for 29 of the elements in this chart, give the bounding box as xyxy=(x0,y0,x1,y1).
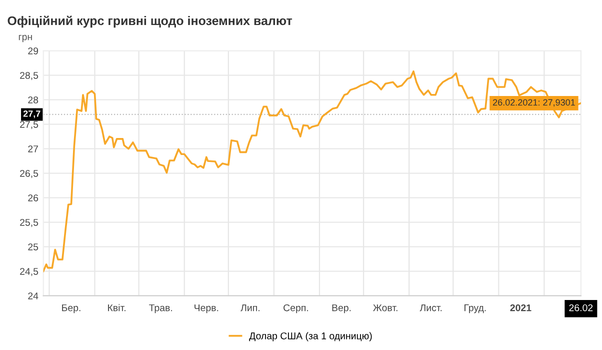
y-tick-label: 26 xyxy=(28,194,38,202)
y-tick-label: 26,5 xyxy=(20,170,38,178)
x-tick-label: Квіт. xyxy=(108,304,126,312)
x-tick-label: Трав. xyxy=(149,304,172,314)
chart-title: Офіційний курс гривні щодо іноземних валют xyxy=(8,16,292,28)
y-tick-label: 25 xyxy=(28,243,38,250)
x-tick-label: Вер. xyxy=(332,304,351,314)
y-tick-label: 29 xyxy=(28,47,38,54)
x-tick-label: Груд. xyxy=(464,304,486,314)
x-tick-label: Лист. xyxy=(420,304,442,312)
x-tick-label: Черв. xyxy=(194,304,218,314)
x-tick-label: 2021 xyxy=(510,304,532,312)
x-tick-label: Бер. xyxy=(62,304,80,314)
x-tick-label: Серп. xyxy=(284,304,308,314)
x-tick-label: Жовт. xyxy=(373,304,398,312)
y-tick-label: 24,5 xyxy=(20,268,38,276)
y-tick-label: 27 xyxy=(28,145,38,152)
annotation: 26.02.2021: 27,9301 xyxy=(493,99,575,107)
line-series xyxy=(43,70,581,272)
x-tick-label: Лип. xyxy=(240,304,260,312)
y-tick-label: 28 xyxy=(28,96,38,104)
y-tick-label: 24 xyxy=(28,292,38,300)
legend-label: Долар США (за 1 одиницю) xyxy=(249,332,372,342)
y-tick-label: 27,5 xyxy=(20,120,38,130)
y-tick-label: 28,5 xyxy=(20,72,38,80)
y-axis-title: грн xyxy=(18,34,32,42)
y-tick-label: 25,5 xyxy=(20,218,38,228)
x-tick-label: 26.02 xyxy=(569,304,593,312)
ref-line-label: 27,7 xyxy=(23,110,40,118)
